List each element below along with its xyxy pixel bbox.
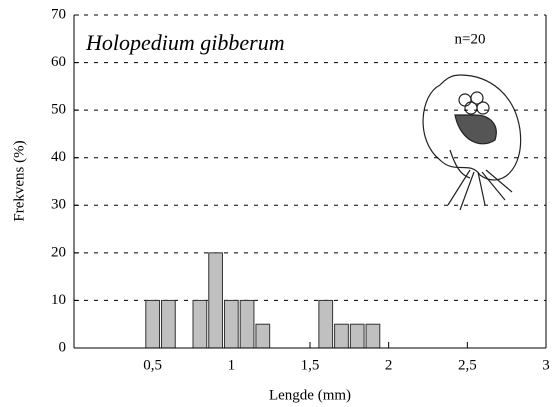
y-tick-label: 30 bbox=[51, 197, 66, 213]
chart-title: Holopedium gibberum bbox=[85, 30, 285, 55]
bar bbox=[255, 323, 271, 349]
bar bbox=[334, 323, 349, 349]
illustration bbox=[422, 74, 522, 211]
x-tick-label: 1 bbox=[228, 357, 236, 373]
bar bbox=[161, 299, 176, 349]
y-tick-label: 10 bbox=[51, 292, 66, 308]
bar bbox=[192, 299, 208, 349]
x-tick-label: 3 bbox=[542, 357, 550, 373]
x-axis-label: Lengde (mm) bbox=[269, 387, 351, 403]
x-tick-label: 2,5 bbox=[458, 357, 477, 373]
bar bbox=[318, 299, 334, 349]
x-tick-label: 2 bbox=[385, 357, 393, 373]
y-tick-label: 40 bbox=[51, 149, 66, 165]
x-tick-label: 0,5 bbox=[143, 357, 162, 373]
bar bbox=[349, 323, 365, 349]
y-tick-label: 20 bbox=[51, 244, 66, 260]
y-tick-label: 50 bbox=[51, 102, 66, 118]
y-tick-label: 0 bbox=[59, 339, 67, 355]
bar bbox=[208, 252, 223, 349]
y-tick-label: 60 bbox=[51, 54, 66, 70]
bar bbox=[365, 323, 381, 349]
y-tick-label: 70 bbox=[51, 6, 66, 22]
bar bbox=[239, 299, 255, 349]
bar bbox=[145, 299, 161, 349]
x-tick-label: 1,5 bbox=[301, 357, 320, 373]
y-axis-label: Frekvens (%) bbox=[11, 140, 27, 221]
annotation: n=20 bbox=[455, 31, 486, 47]
bar bbox=[223, 299, 239, 349]
